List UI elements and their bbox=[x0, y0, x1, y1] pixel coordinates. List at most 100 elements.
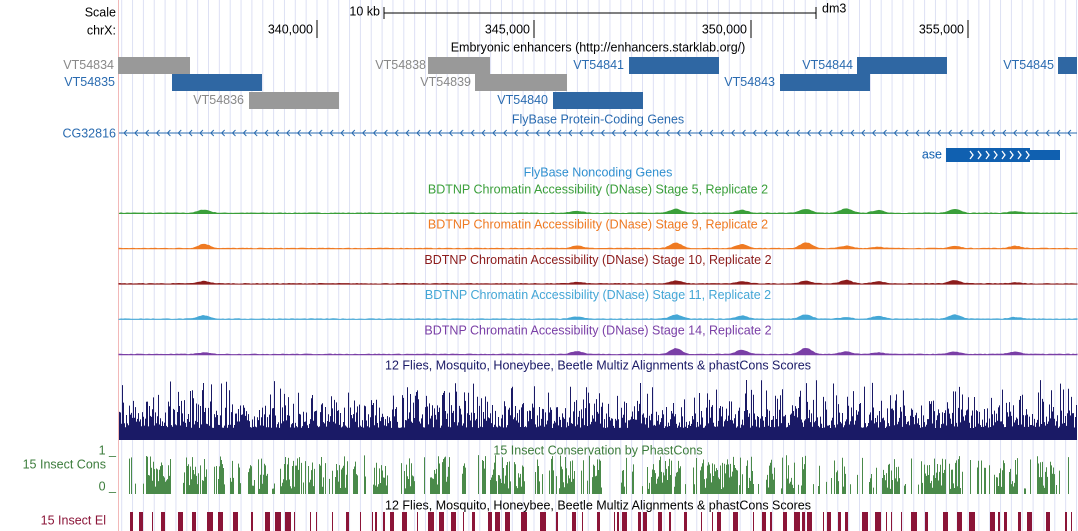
element-bar bbox=[495, 512, 500, 531]
element-bar bbox=[265, 512, 270, 531]
gene-label[interactable]: CG32816 bbox=[62, 126, 116, 140]
enhancer-box bbox=[172, 74, 262, 91]
element-bar bbox=[901, 512, 902, 531]
element-bar bbox=[1018, 512, 1021, 531]
dnase-title: BDTNP Chromatin Accessibility (DNase) St… bbox=[428, 218, 768, 232]
axis-top: 1 _ bbox=[99, 443, 117, 457]
dnase-title: BDTNP Chromatin Accessibility (DNase) St… bbox=[424, 323, 771, 337]
element-bar bbox=[310, 512, 311, 531]
enhancer-label: VT54845 bbox=[1003, 58, 1054, 72]
scale-label: Scale bbox=[85, 5, 116, 19]
element-bar bbox=[375, 512, 377, 531]
element-bar bbox=[192, 512, 196, 531]
elements-title: 12 Flies, Mosquito, Honeybee, Beetle Mul… bbox=[385, 498, 811, 512]
element-bar bbox=[572, 512, 576, 531]
element-bar bbox=[285, 512, 291, 531]
protein-genes-title: FlyBase Protein-Coding Genes bbox=[512, 112, 684, 126]
element-bar bbox=[891, 512, 892, 531]
element-bar bbox=[802, 512, 805, 531]
element-bar bbox=[251, 512, 253, 531]
element-bar bbox=[402, 512, 407, 531]
enhancer-label: VT54841 bbox=[573, 58, 624, 72]
enhancer-label: VT54834 bbox=[63, 58, 114, 72]
enhancer-label: VT54835 bbox=[64, 75, 115, 89]
chrom-label: chrX: bbox=[87, 23, 116, 37]
element-bar bbox=[807, 512, 812, 531]
element-bar bbox=[658, 512, 662, 531]
strand-arrows bbox=[969, 150, 1030, 160]
element-bar bbox=[1027, 512, 1032, 531]
enhancer-box bbox=[780, 74, 870, 91]
enhancer-box bbox=[249, 92, 339, 109]
element-bar bbox=[684, 512, 687, 531]
element-bar bbox=[701, 512, 702, 531]
element-bar bbox=[540, 512, 546, 531]
enhancer-box bbox=[475, 74, 567, 91]
element-bar bbox=[275, 512, 281, 531]
element-bar bbox=[139, 512, 143, 531]
element-bar bbox=[770, 512, 772, 531]
element-bar bbox=[488, 512, 492, 531]
element-bar bbox=[669, 512, 671, 531]
element-bar bbox=[838, 512, 841, 531]
element-bar bbox=[1065, 512, 1067, 531]
scale-bar bbox=[383, 7, 817, 19]
element-bar bbox=[1004, 512, 1007, 531]
enhancer-box bbox=[118, 57, 190, 74]
element-bar bbox=[733, 512, 738, 531]
element-bar bbox=[428, 512, 434, 531]
element-bar bbox=[207, 512, 213, 531]
dnase-signal bbox=[118, 348, 1078, 356]
multiz-signal bbox=[119, 380, 1077, 440]
assembly: dm3 bbox=[822, 1, 846, 15]
exon bbox=[1030, 150, 1060, 160]
dnase-title: BDTNP Chromatin Accessibility (DNase) St… bbox=[424, 253, 771, 267]
dnase-title: BDTNP Chromatin Accessibility (DNase) St… bbox=[425, 288, 771, 302]
dnase-signal bbox=[118, 314, 1078, 320]
dnase-signal bbox=[118, 279, 1078, 285]
enhancer-label: VT54839 bbox=[420, 75, 471, 89]
element-bar bbox=[360, 512, 361, 531]
element-bar bbox=[294, 512, 295, 531]
element-bar bbox=[463, 512, 464, 531]
element-bar bbox=[823, 512, 824, 531]
element-bar bbox=[717, 512, 721, 531]
element-bar bbox=[638, 512, 641, 531]
element-bar bbox=[827, 512, 831, 531]
element-bar bbox=[969, 512, 975, 531]
element-bar bbox=[783, 512, 787, 531]
element-bar bbox=[911, 512, 917, 531]
element-bar bbox=[990, 512, 995, 531]
noncoding-title: FlyBase Noncoding Genes bbox=[524, 165, 673, 179]
element-bar bbox=[762, 512, 766, 531]
gene-label[interactable]: ase bbox=[922, 147, 942, 161]
element-bar bbox=[622, 512, 627, 531]
position-label: 340,000 bbox=[268, 22, 313, 36]
element-bar bbox=[712, 512, 713, 531]
element-bar bbox=[886, 512, 887, 531]
enhancer-label: VT54838 bbox=[375, 58, 426, 72]
element-bar bbox=[617, 512, 619, 531]
enhancer-box bbox=[428, 57, 490, 74]
element-bar bbox=[390, 512, 394, 531]
enhancer-box bbox=[629, 57, 719, 74]
element-bar bbox=[332, 512, 333, 531]
element-bar bbox=[943, 512, 948, 531]
element-bar bbox=[372, 512, 373, 531]
element-bar bbox=[957, 512, 962, 531]
phastcons-label: 15 Insect Cons bbox=[23, 457, 106, 471]
element-bar bbox=[178, 512, 183, 531]
elements-label: 15 Insect El bbox=[41, 513, 106, 527]
element-bar bbox=[439, 512, 444, 531]
enhancer-label: VT54843 bbox=[724, 75, 775, 89]
dnase-signal bbox=[118, 208, 1078, 215]
phastcons-signal bbox=[129, 455, 1069, 494]
element-bar bbox=[845, 512, 848, 531]
element-bar bbox=[346, 512, 349, 531]
multiz-title: 12 Flies, Mosquito, Honeybee, Beetle Mul… bbox=[385, 358, 811, 372]
axis-bottom: 0 _ bbox=[99, 479, 117, 493]
element-bar bbox=[753, 512, 754, 531]
enhancer-label: VT54836 bbox=[193, 93, 244, 107]
element-bar bbox=[316, 512, 317, 531]
